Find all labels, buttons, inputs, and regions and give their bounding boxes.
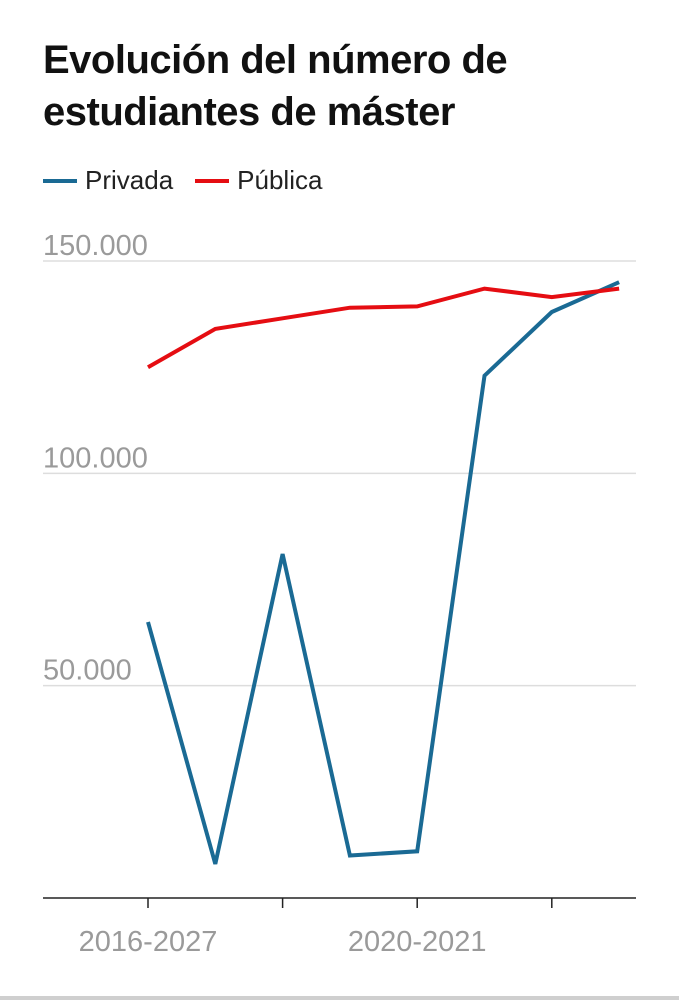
series-line-publica bbox=[147, 286, 620, 369]
legend: Privada Pública bbox=[43, 165, 344, 196]
chart-title: Evolución del número de estudiantes de m… bbox=[43, 38, 508, 134]
legend-label-publica: Pública bbox=[237, 165, 323, 195]
y-tick-label-150000: 150.000 bbox=[43, 230, 148, 262]
legend-swatch-privada bbox=[43, 178, 77, 183]
x-axis-labels: 2016-2027 2020-2021 bbox=[79, 926, 487, 958]
x-tick-label-0: 2016-2027 bbox=[79, 926, 218, 958]
x-tick-label-4: 2020-2021 bbox=[348, 926, 487, 958]
legend-label-privada: Privada bbox=[85, 165, 174, 195]
series-lines bbox=[146, 280, 620, 865]
x-axis bbox=[43, 897, 636, 908]
legend-swatch-publica bbox=[195, 178, 230, 183]
y-axis-labels: 50.000 100.000 150.000 bbox=[43, 230, 148, 687]
series-line-privada bbox=[146, 280, 620, 865]
grid-lines bbox=[43, 260, 636, 687]
bottom-rule bbox=[0, 996, 679, 1000]
legend-item-privada: Privada bbox=[43, 165, 173, 196]
y-tick-label-100000: 100.000 bbox=[43, 442, 148, 474]
legend-item-publica: Pública bbox=[195, 165, 322, 196]
y-tick-label-50000: 50.000 bbox=[43, 655, 132, 687]
